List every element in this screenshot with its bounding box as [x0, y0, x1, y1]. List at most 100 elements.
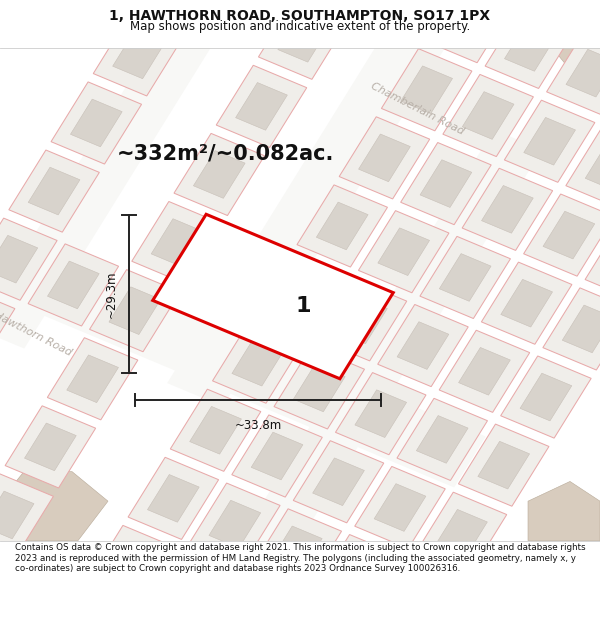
Polygon shape	[339, 117, 430, 199]
Polygon shape	[151, 219, 203, 266]
Text: ~332m²/~0.082ac.: ~332m²/~0.082ac.	[117, 144, 334, 164]
Polygon shape	[359, 134, 410, 182]
Polygon shape	[528, 481, 600, 541]
Polygon shape	[501, 279, 553, 327]
Polygon shape	[436, 509, 487, 557]
Text: Contains OS data © Crown copyright and database right 2021. This information is : Contains OS data © Crown copyright and d…	[15, 543, 586, 573]
Text: Hawthorn Road: Hawthorn Road	[0, 309, 74, 358]
Polygon shape	[485, 6, 575, 89]
Polygon shape	[316, 202, 368, 250]
Polygon shape	[232, 338, 284, 386]
Polygon shape	[566, 49, 600, 97]
Polygon shape	[585, 220, 600, 302]
Polygon shape	[86, 526, 176, 608]
Polygon shape	[293, 364, 345, 412]
Polygon shape	[47, 261, 99, 309]
Polygon shape	[482, 186, 533, 233]
Polygon shape	[293, 441, 384, 523]
Polygon shape	[0, 101, 486, 488]
Polygon shape	[278, 14, 329, 62]
Polygon shape	[47, 338, 138, 420]
Polygon shape	[113, 31, 164, 79]
Polygon shape	[167, 568, 218, 616]
Polygon shape	[25, 423, 76, 471]
Polygon shape	[274, 270, 326, 318]
Polygon shape	[132, 201, 222, 284]
Polygon shape	[0, 236, 38, 283]
Polygon shape	[443, 0, 495, 46]
Polygon shape	[170, 389, 261, 471]
Polygon shape	[212, 321, 303, 403]
Polygon shape	[271, 526, 322, 574]
Polygon shape	[458, 348, 511, 395]
Polygon shape	[585, 143, 600, 191]
Polygon shape	[382, 49, 472, 131]
Text: ~33.8m: ~33.8m	[235, 419, 281, 432]
Polygon shape	[505, 24, 556, 71]
Polygon shape	[209, 500, 260, 548]
Polygon shape	[378, 304, 468, 387]
Polygon shape	[313, 458, 364, 506]
Polygon shape	[478, 441, 530, 489]
Polygon shape	[128, 458, 218, 539]
Polygon shape	[420, 160, 472, 208]
Polygon shape	[255, 253, 345, 335]
Polygon shape	[259, 0, 349, 79]
Polygon shape	[70, 99, 122, 147]
Polygon shape	[358, 211, 449, 292]
Polygon shape	[397, 322, 449, 369]
Polygon shape	[28, 168, 80, 215]
Text: Chamberlain Road: Chamberlain Road	[369, 81, 465, 137]
Polygon shape	[439, 254, 491, 301]
Text: ~29.3m: ~29.3m	[105, 270, 118, 318]
Polygon shape	[355, 390, 407, 438]
Polygon shape	[378, 228, 430, 276]
Polygon shape	[552, 48, 600, 107]
Polygon shape	[0, 472, 108, 541]
Polygon shape	[28, 244, 119, 326]
Polygon shape	[401, 66, 452, 114]
Polygon shape	[355, 466, 445, 549]
Polygon shape	[274, 347, 365, 429]
Polygon shape	[67, 355, 118, 402]
Polygon shape	[9, 150, 100, 232]
Polygon shape	[562, 305, 600, 352]
Polygon shape	[566, 126, 600, 208]
Polygon shape	[462, 168, 553, 251]
Polygon shape	[174, 133, 265, 216]
Polygon shape	[416, 416, 468, 463]
Polygon shape	[505, 100, 595, 182]
Text: 1, HAWTHORN ROAD, SOUTHAMPTON, SO17 1PX: 1, HAWTHORN ROAD, SOUTHAMPTON, SO17 1PX	[109, 9, 491, 24]
Polygon shape	[500, 356, 591, 438]
Polygon shape	[316, 279, 407, 361]
Polygon shape	[190, 406, 241, 454]
Text: Map shows position and indicative extent of the property.: Map shows position and indicative extent…	[130, 20, 470, 33]
Polygon shape	[439, 330, 530, 412]
Polygon shape	[0, 218, 57, 300]
Polygon shape	[543, 288, 600, 370]
Polygon shape	[93, 14, 184, 96]
Polygon shape	[481, 262, 572, 344]
Polygon shape	[335, 296, 388, 344]
Polygon shape	[0, 491, 34, 539]
Polygon shape	[401, 142, 491, 224]
Polygon shape	[109, 287, 161, 334]
Polygon shape	[297, 185, 388, 267]
Polygon shape	[193, 151, 245, 198]
Polygon shape	[89, 269, 180, 352]
Polygon shape	[543, 211, 595, 259]
Polygon shape	[153, 214, 393, 379]
Polygon shape	[58, 130, 542, 625]
Polygon shape	[420, 236, 511, 319]
Polygon shape	[148, 474, 199, 522]
Polygon shape	[524, 118, 575, 165]
Polygon shape	[524, 194, 600, 276]
Polygon shape	[462, 92, 514, 139]
Polygon shape	[397, 398, 487, 481]
Polygon shape	[0, 286, 15, 368]
Polygon shape	[313, 534, 403, 617]
Polygon shape	[251, 509, 341, 591]
Polygon shape	[5, 406, 95, 488]
Polygon shape	[51, 82, 142, 164]
Polygon shape	[148, 551, 238, 625]
